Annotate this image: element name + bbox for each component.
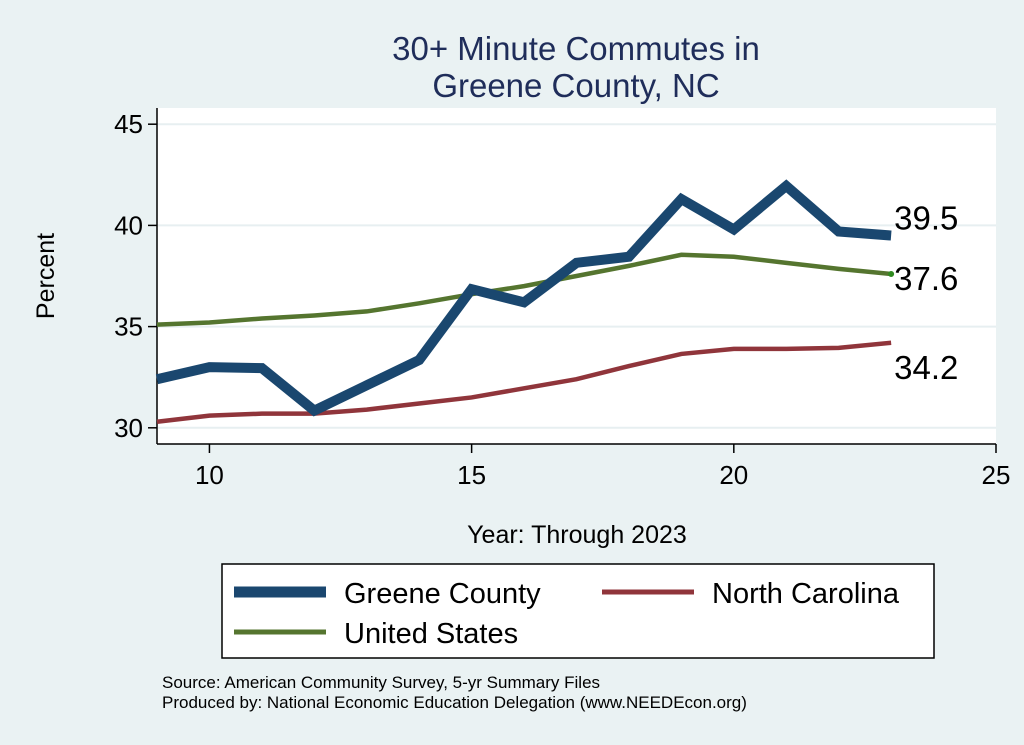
axes: 30 35 40 45 10 15 20 25 [114,108,1010,490]
legend-label-united-states: United States [344,618,518,650]
chart-title-line-2: Greene County, NC [432,67,719,104]
end-label-north-carolina: 34.2 [894,349,958,386]
chart-title-line-1: 30+ Minute Commutes in [392,30,760,67]
end-labels: 39.5 34.2 37.6 [888,200,958,386]
x-tick-label-20: 20 [719,460,748,490]
end-label-greene-county: 39.5 [894,200,958,237]
legend-box [221,563,935,659]
x-axis-title: Year: Through 2023 [467,521,687,549]
series-line-greene-county [155,179,892,417]
end-label-united-states: 37.6 [894,260,958,297]
series-line-united-states [156,252,892,327]
x-tick-label-10: 10 [195,460,224,490]
y-tick-label-40: 40 [114,210,143,240]
y-tick-label-45: 45 [114,109,143,139]
series-line-north-carolina [156,340,892,424]
produced-by-note: Produced by: National Economic Education… [162,693,747,712]
x-tick-label-15: 15 [457,460,486,490]
source-note: Source: American Community Survey, 5-yr … [162,673,600,692]
legend: Greene County North Carolina United Stat… [221,563,935,659]
legend-label-greene-county: Greene County [344,578,541,610]
end-marker-united-states [888,270,895,277]
series-layer [155,179,892,424]
grid-lines [157,123,996,429]
y-axis-title: Percent [32,233,60,319]
y-tick-label-30: 30 [114,413,143,443]
x-tick-label-25: 25 [982,460,1011,490]
y-tick-label-35: 35 [114,312,143,342]
legend-label-north-carolina: North Carolina [712,578,900,610]
